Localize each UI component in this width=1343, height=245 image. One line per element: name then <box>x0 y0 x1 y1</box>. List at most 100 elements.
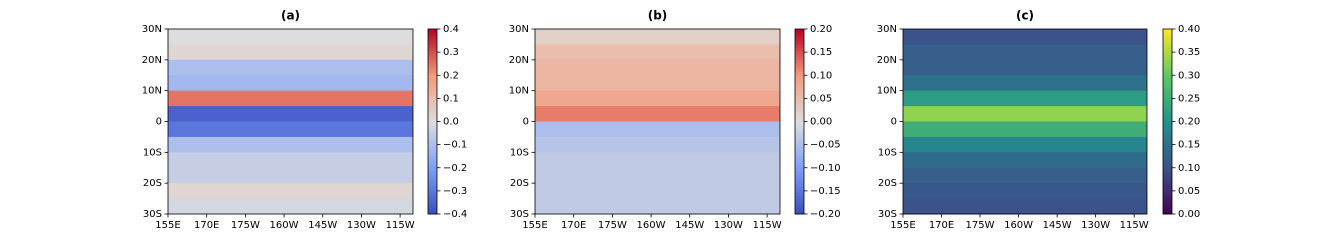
colorbar-step <box>1163 75 1172 79</box>
colorbar-step <box>428 99 437 104</box>
colorbar-step <box>795 186 804 190</box>
x-tick-label: 160W <box>1004 220 1033 231</box>
colorbar-step <box>428 124 437 129</box>
colorbar-step <box>795 106 804 110</box>
x-tick-label: 155E <box>522 220 547 231</box>
colorbar-tick-label: −0.05 <box>810 140 841 151</box>
colorbar-step <box>1163 161 1172 166</box>
cell-band <box>535 198 780 215</box>
colorbar-tick-label: −0.10 <box>810 163 841 174</box>
colorbar-step <box>1163 201 1172 206</box>
colorbar-step <box>795 133 804 138</box>
colorbar-step <box>1163 195 1172 200</box>
colorbar-step <box>428 136 437 141</box>
colorbar-step <box>428 118 437 122</box>
colorbar-step <box>428 29 437 33</box>
colorbar-tick-label: 0.35 <box>1178 47 1200 58</box>
y-tick-label: 10S <box>143 147 162 158</box>
colorbar-step <box>795 152 804 156</box>
colorbar-step <box>795 167 804 172</box>
y-tick-label: 10N <box>509 86 529 97</box>
y-tick-label: 30N <box>509 24 529 35</box>
colorbar-tick-label: −0.2 <box>443 163 467 174</box>
colorbar-step <box>795 81 804 85</box>
colorbar-step <box>428 189 437 193</box>
colorbar-step <box>428 146 437 150</box>
colorbar-step <box>428 75 437 79</box>
colorbar-step <box>795 38 804 42</box>
colorbar-tick-label: 0.15 <box>1178 140 1200 151</box>
cell-band <box>903 90 1147 107</box>
cell-band <box>903 59 1147 76</box>
y-tick-label: 30S <box>878 209 897 220</box>
panel-title: (c) <box>1016 9 1034 23</box>
colorbar-tick-label: 0.00 <box>1178 209 1200 220</box>
colorbar-tick-label: 0.20 <box>810 24 832 35</box>
colorbar-step <box>428 149 437 153</box>
panel-title: (b) <box>648 9 668 23</box>
colorbar-step <box>1163 121 1172 126</box>
colorbar-step <box>1163 152 1172 156</box>
colorbar-step <box>795 50 804 55</box>
x-tick-label: 155E <box>890 220 915 231</box>
x-tick-label: 115W <box>1120 220 1149 231</box>
colorbar-step <box>795 56 804 61</box>
colorbar-tick-label: 0.30 <box>1178 70 1200 81</box>
x-tick-label: 160W <box>270 220 299 231</box>
colorbar-step <box>428 155 437 159</box>
colorbar-step <box>1163 186 1172 190</box>
colorbar-step <box>795 155 804 159</box>
colorbar-step <box>428 90 437 95</box>
colorbar-step <box>795 180 804 184</box>
colorbar-step <box>795 44 804 48</box>
colorbar-step <box>428 93 437 98</box>
colorbar-step <box>795 158 804 163</box>
x-tick-label: 115W <box>753 220 782 231</box>
cell-band <box>903 75 1147 92</box>
colorbar-step <box>795 62 804 67</box>
cell-band <box>168 167 413 184</box>
colorbar-step <box>795 192 804 196</box>
colorbar-step <box>428 72 437 76</box>
colorbar-tick-label: 0.40 <box>1178 24 1200 35</box>
colorbar-step <box>795 149 804 153</box>
colorbar-step <box>1163 59 1172 64</box>
colorbar-step <box>428 35 437 39</box>
colorbar-step <box>795 75 804 79</box>
x-tick-label: 160W <box>637 220 666 231</box>
colorbar-step <box>428 164 437 169</box>
cell-band <box>535 136 780 153</box>
cell-band <box>535 167 780 184</box>
colorbar-step <box>428 161 437 166</box>
colorbar-step <box>428 66 437 70</box>
colorbar-step <box>795 121 804 126</box>
colorbar-step <box>428 96 437 101</box>
cell-band <box>535 29 780 45</box>
x-tick-label: 145W <box>308 220 337 231</box>
colorbar-step <box>795 189 804 193</box>
colorbar-step <box>428 41 437 45</box>
colorbar-tick-label: 0.10 <box>1178 163 1200 174</box>
colorbar-step <box>428 50 437 55</box>
colorbar-step <box>795 84 804 89</box>
colorbar-tick-label: 0.2 <box>443 70 459 81</box>
colorbar-tick-label: −0.20 <box>810 209 841 220</box>
colorbar-step <box>1163 35 1172 39</box>
colorbar-tick-label: 0.0 <box>443 117 459 128</box>
colorbar-step <box>1163 41 1172 45</box>
cell-band <box>168 198 413 215</box>
colorbar-step <box>795 41 804 45</box>
cell-band <box>535 121 780 138</box>
colorbar-step <box>795 53 804 58</box>
cell-band <box>168 90 413 107</box>
colorbar-step <box>428 198 437 203</box>
colorbar-step <box>1163 210 1172 215</box>
colorbar-step <box>1163 109 1172 113</box>
y-tick-label: 30N <box>142 24 162 35</box>
colorbar-step <box>1163 146 1172 150</box>
cell-band <box>168 29 413 45</box>
y-tick-label: 30N <box>877 24 897 35</box>
cell-band <box>168 183 413 200</box>
x-tick-label: 170E <box>194 220 219 231</box>
colorbar-step <box>1163 155 1172 159</box>
